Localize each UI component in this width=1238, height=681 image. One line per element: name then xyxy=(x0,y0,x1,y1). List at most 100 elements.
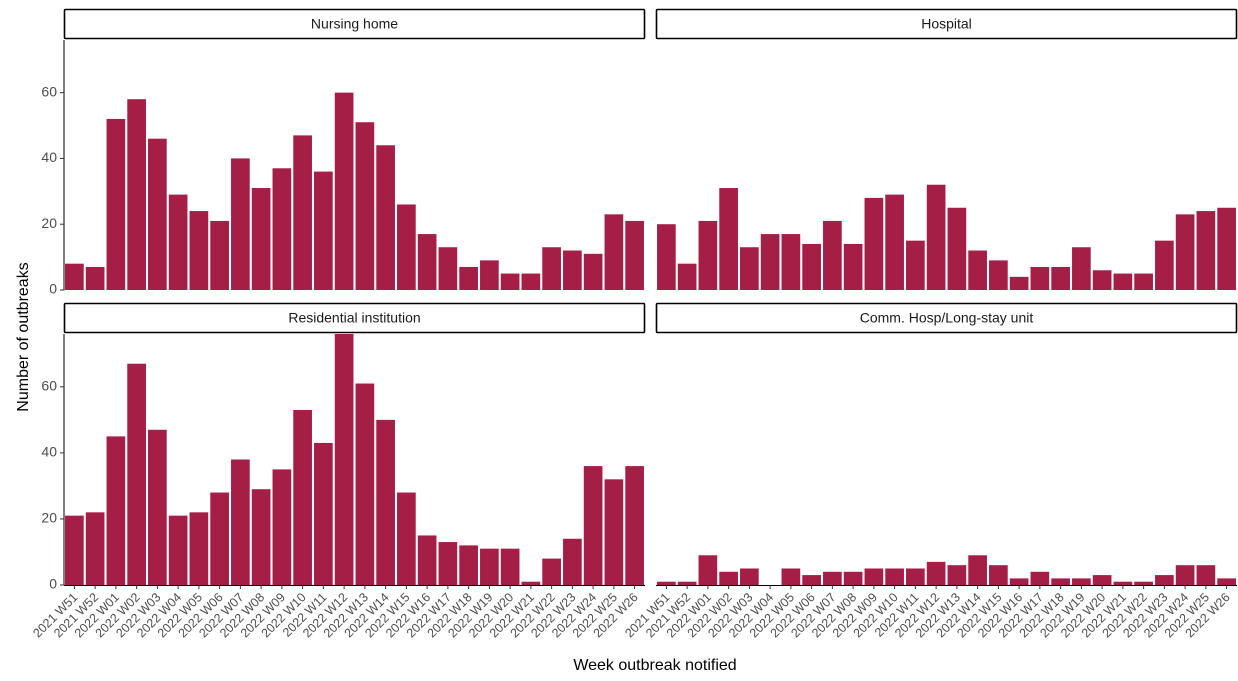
bar xyxy=(1092,575,1112,585)
bar xyxy=(864,197,884,290)
bar xyxy=(926,184,946,290)
facet-title: Comm. Hosp/Long-stay unit xyxy=(860,310,1034,326)
bar xyxy=(1113,273,1133,290)
bar xyxy=(542,558,561,585)
bar xyxy=(293,409,312,585)
bar xyxy=(823,220,842,290)
bar xyxy=(376,145,395,290)
y-tick-label: 0 xyxy=(49,281,57,297)
bar xyxy=(397,204,416,290)
bar xyxy=(376,419,395,585)
bar xyxy=(781,568,801,585)
bar xyxy=(1030,571,1050,585)
bar xyxy=(719,571,738,585)
facet-strip xyxy=(655,302,1238,334)
bar xyxy=(1072,578,1091,585)
bar xyxy=(1009,578,1029,585)
bar xyxy=(106,436,126,585)
bar xyxy=(926,561,946,585)
bar xyxy=(459,266,478,290)
bar xyxy=(355,383,375,585)
bar xyxy=(625,466,644,585)
bar xyxy=(1155,240,1174,290)
bar xyxy=(272,469,292,585)
bar xyxy=(459,545,478,585)
bar xyxy=(189,512,209,585)
bar xyxy=(85,512,105,585)
bar xyxy=(864,568,884,585)
bar xyxy=(314,171,333,290)
bar xyxy=(906,240,925,290)
bar xyxy=(1113,581,1133,585)
bar xyxy=(65,515,84,585)
bar xyxy=(500,273,520,290)
bar xyxy=(1196,211,1216,290)
bar xyxy=(698,555,718,585)
bar xyxy=(740,247,759,290)
bar xyxy=(251,188,271,290)
bar xyxy=(210,220,229,290)
bar xyxy=(210,492,229,585)
bar xyxy=(480,260,499,290)
bar xyxy=(355,122,375,290)
x-axis-title: Week outbreak notified xyxy=(573,657,736,674)
bar xyxy=(906,568,925,585)
bar xyxy=(583,466,603,585)
bar xyxy=(168,194,188,290)
facet-title: Hospital xyxy=(921,16,972,32)
bar xyxy=(148,429,167,585)
bar xyxy=(947,207,967,290)
bar xyxy=(1009,276,1029,290)
y-axis-title: Number of outbreaks xyxy=(15,262,32,411)
bar xyxy=(823,571,842,585)
bar xyxy=(677,581,697,585)
bar xyxy=(1134,581,1153,585)
bar xyxy=(168,515,188,585)
y-tick-label: 0 xyxy=(49,576,57,592)
bar xyxy=(189,211,209,290)
bar xyxy=(781,234,801,290)
bar xyxy=(563,538,582,585)
bar xyxy=(604,214,624,290)
bar xyxy=(1072,247,1091,290)
bar xyxy=(231,459,250,585)
bar xyxy=(438,247,458,290)
bar xyxy=(438,542,458,585)
bar xyxy=(1196,565,1216,585)
bar xyxy=(1175,214,1195,290)
bar xyxy=(968,250,987,290)
bar xyxy=(657,581,676,585)
bar xyxy=(740,568,759,585)
bar xyxy=(251,489,271,585)
bar xyxy=(1217,578,1236,585)
bar xyxy=(583,253,603,290)
bar xyxy=(989,565,1008,585)
y-tick-label: 60 xyxy=(41,83,57,99)
bar xyxy=(719,188,738,290)
y-tick-label: 40 xyxy=(41,444,57,460)
bar xyxy=(334,92,354,290)
bar xyxy=(272,168,292,290)
bar xyxy=(1030,266,1050,290)
bar xyxy=(480,548,499,585)
facet-strip xyxy=(655,8,1238,40)
bar xyxy=(1051,578,1070,585)
bar xyxy=(314,442,333,585)
panel-2: Hospital xyxy=(655,8,1238,290)
bar xyxy=(563,250,582,290)
bar xyxy=(106,118,126,291)
bar xyxy=(989,260,1008,290)
y-tick-label: 40 xyxy=(41,149,57,165)
bar xyxy=(885,568,904,585)
bar xyxy=(802,575,821,585)
panel-1: Nursing home 0 20 40 60 xyxy=(41,8,646,297)
bar xyxy=(542,247,561,290)
bar xyxy=(802,243,821,290)
bar xyxy=(625,220,644,290)
y-tick-label: 60 xyxy=(41,378,57,394)
bar xyxy=(968,555,987,585)
facet-strip xyxy=(63,8,646,40)
